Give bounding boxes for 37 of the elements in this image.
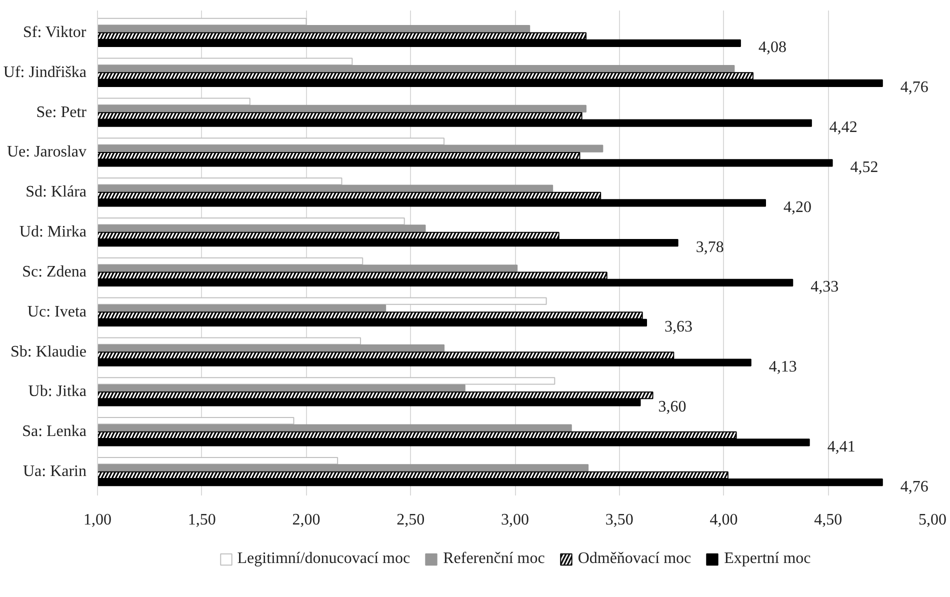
x-tick-label: 4,00 bbox=[710, 512, 738, 528]
data-label: 4,52 bbox=[850, 158, 878, 176]
y-tick-label: Se: Petr bbox=[36, 104, 88, 121]
y-tick-label: Sb: Klaudie bbox=[10, 343, 87, 360]
y-tick-label: Ua: Karin bbox=[22, 463, 86, 480]
x-tick-label: 4,50 bbox=[814, 512, 842, 528]
x-tick-label: 2,00 bbox=[292, 512, 320, 528]
x-tick-label: 1,00 bbox=[84, 512, 112, 528]
x-tick-label: 5,00 bbox=[918, 512, 946, 528]
y-tick-label: Sf: Viktor bbox=[23, 24, 87, 41]
y-tick-label: Uf: Jindřiška bbox=[3, 64, 87, 81]
y-tick-label: Uc: Iveta bbox=[27, 303, 86, 320]
legend-label: Expertní moc bbox=[724, 550, 811, 568]
y-tick-label: Sc: Zdena bbox=[22, 263, 86, 280]
y-tick-label: Sa: Lenka bbox=[22, 423, 86, 440]
legend-label: Legitimní/donucovací moc bbox=[237, 550, 410, 568]
y-tick-label: Ud: Mirka bbox=[19, 224, 87, 241]
data-label: 3,63 bbox=[664, 318, 693, 336]
legend-label: Referenční moc bbox=[443, 550, 545, 568]
x-tick-label: 3,00 bbox=[501, 512, 529, 528]
data-label: 4,76 bbox=[900, 478, 928, 496]
y-tick-label: Ub: Jitka bbox=[28, 383, 86, 400]
data-label: 4,76 bbox=[900, 79, 928, 96]
y-tick-label: Sd: Klára bbox=[26, 184, 86, 201]
data-label: 4,08 bbox=[758, 39, 786, 56]
data-label: 4,20 bbox=[784, 198, 812, 216]
x-tick-label: 2,50 bbox=[396, 512, 425, 528]
data-label: 3,78 bbox=[696, 238, 724, 256]
legend-label: Odměňovací moc bbox=[578, 550, 692, 568]
x-tick-label: 3,50 bbox=[605, 512, 634, 528]
data-label: 4,33 bbox=[810, 278, 839, 296]
data-label: 4,13 bbox=[768, 358, 797, 376]
y-tick-label: Ue: Jaroslav bbox=[6, 144, 86, 161]
data-label: 4,41 bbox=[827, 438, 856, 456]
x-tick-label: 1,50 bbox=[188, 512, 216, 528]
data-label: 3,60 bbox=[658, 398, 686, 416]
data-label: 4,42 bbox=[829, 119, 858, 136]
